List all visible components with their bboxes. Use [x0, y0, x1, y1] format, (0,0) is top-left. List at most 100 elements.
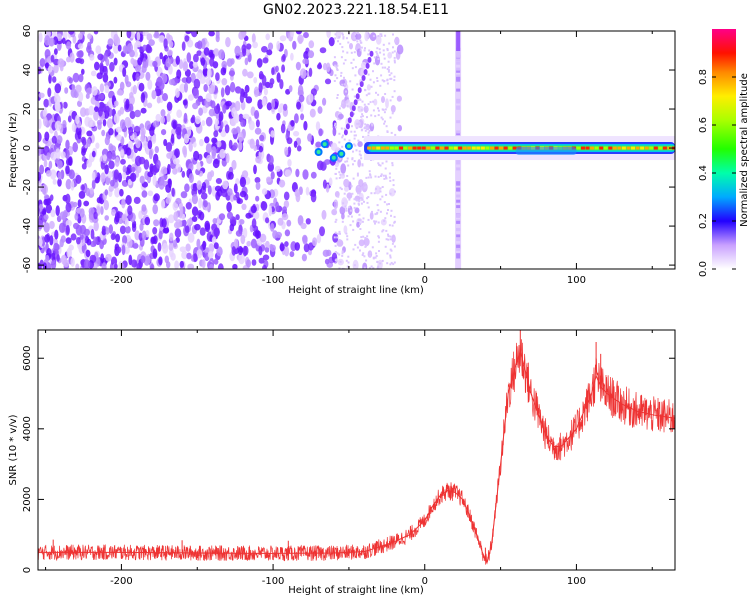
- noise-cell: [364, 123, 366, 125]
- snr-plot-area: [38, 330, 675, 570]
- noise-cell: [55, 102, 61, 112]
- noise-cell: [202, 241, 206, 250]
- noise-cell: [183, 99, 188, 105]
- noise-cell: [104, 66, 108, 77]
- noise-cell: [235, 87, 242, 94]
- noise-cell: [385, 230, 387, 232]
- noise-cell: [390, 99, 392, 101]
- noise-cell: [281, 124, 286, 134]
- noise-cell: [192, 216, 198, 222]
- noise-cell: [252, 42, 258, 49]
- noise-cell: [74, 213, 78, 221]
- noise-cell: [309, 40, 315, 48]
- noise-cell: [126, 29, 131, 39]
- noise-cell: [141, 204, 146, 212]
- noise-cell: [394, 76, 396, 78]
- colorbar-tick-label: 0.8: [698, 69, 709, 85]
- noise-cell: [341, 84, 343, 86]
- noise-cell: [358, 203, 360, 205]
- noise-cell: [68, 115, 72, 122]
- noise-cell: [95, 143, 99, 149]
- noise-cell: [169, 79, 175, 85]
- colorbar-tick-label: 0.4: [698, 165, 709, 181]
- noise-cell: [68, 77, 73, 83]
- noise-cell: [390, 72, 392, 74]
- streak-cell: [368, 57, 372, 63]
- noise-cell: [268, 155, 273, 165]
- noise-cell: [394, 61, 396, 63]
- noise-cell: [46, 170, 52, 177]
- carrier-peak-cell: [445, 147, 449, 150]
- noise-cell: [282, 54, 286, 61]
- noise-cell: [372, 101, 374, 103]
- noise-cell: [219, 149, 226, 159]
- noise-cell: [188, 233, 195, 243]
- noise-cell: [371, 266, 373, 268]
- noise-cell: [380, 191, 382, 193]
- carrier-peak-cell: [435, 147, 439, 150]
- noise-cell: [377, 80, 379, 82]
- noise-cell: [342, 102, 344, 104]
- noise-cell: [362, 236, 364, 238]
- noise-cell: [270, 245, 276, 252]
- noise-cell: [368, 74, 370, 76]
- noise-cell: [367, 109, 369, 111]
- noise-cell: [198, 108, 203, 116]
- noise-cell: [99, 240, 104, 249]
- noise-cell: [384, 35, 386, 37]
- noise-cell: [158, 242, 162, 251]
- noise-cell: [356, 149, 358, 151]
- noise-cell: [279, 180, 285, 188]
- noise-cell: [255, 128, 262, 135]
- noise-cell: [105, 189, 109, 195]
- noise-cell: [184, 113, 188, 124]
- noise-cell: [76, 51, 83, 58]
- noise-cell: [122, 67, 126, 77]
- noise-cell: [102, 226, 106, 234]
- noise-cell: [254, 87, 259, 98]
- noise-cell: [392, 34, 394, 36]
- noise-cell: [351, 158, 353, 160]
- noise-cell: [161, 200, 165, 209]
- carrier-start-core: [347, 144, 351, 148]
- noise-cell: [187, 52, 192, 62]
- noise-cell: [105, 227, 109, 234]
- noise-cell: [81, 148, 86, 156]
- noise-cell: [339, 174, 341, 176]
- noise-cell: [161, 129, 166, 135]
- noise-cell: [357, 32, 359, 34]
- carrier-dip: [516, 147, 577, 155]
- noise-cell: [375, 92, 377, 94]
- noise-cell: [81, 184, 85, 190]
- noise-cell: [346, 175, 348, 177]
- noise-cell: [41, 184, 48, 195]
- noise-cell: [186, 76, 192, 83]
- noise-cell: [360, 116, 362, 118]
- noise-cell: [385, 175, 387, 177]
- noise-cell: [364, 47, 366, 49]
- noise-cell: [378, 110, 380, 112]
- noise-cell: [334, 236, 336, 238]
- noise-cell: [359, 223, 361, 225]
- noise-cell: [345, 91, 347, 93]
- noise-cell: [339, 177, 341, 179]
- noise-cell: [342, 251, 344, 253]
- noise-cell: [346, 210, 348, 212]
- noise-cell: [364, 182, 366, 184]
- noise-cell: [361, 203, 363, 205]
- noise-cell: [86, 159, 92, 168]
- noise-cell: [189, 173, 194, 183]
- noise-cell: [58, 172, 62, 180]
- noise-cell: [161, 109, 166, 117]
- noise-cell: [43, 116, 48, 126]
- noise-cell: [257, 58, 263, 68]
- noise-cell: [302, 254, 307, 262]
- noise-cell: [158, 256, 162, 265]
- carrier-peak-cell: [627, 147, 631, 150]
- noise-cell: [43, 99, 49, 108]
- noise-cell: [335, 74, 337, 76]
- noise-cell: [269, 83, 274, 89]
- noise-cell: [290, 251, 295, 257]
- noise-cell: [356, 40, 358, 42]
- noise-cell: [280, 243, 285, 251]
